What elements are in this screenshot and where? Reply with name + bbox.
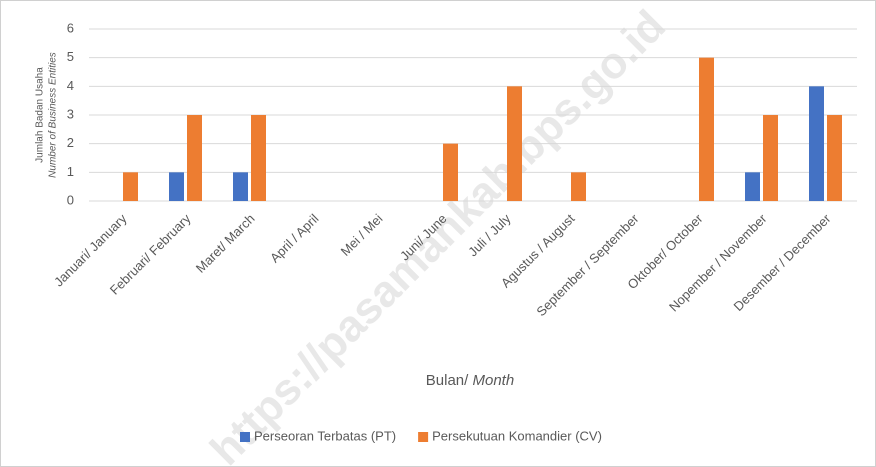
bar bbox=[809, 86, 824, 201]
y-tick-label: 2 bbox=[67, 135, 74, 150]
x-axis-label-part: Month bbox=[473, 372, 515, 389]
bar bbox=[187, 115, 202, 201]
bar bbox=[443, 143, 458, 201]
bar bbox=[507, 86, 522, 201]
legend-swatch bbox=[240, 432, 250, 442]
legend-swatch bbox=[418, 432, 429, 442]
bar bbox=[763, 115, 778, 201]
bar bbox=[169, 172, 184, 201]
y-tick-label: 5 bbox=[67, 49, 74, 64]
bar bbox=[745, 172, 760, 201]
y-tick-label: 3 bbox=[67, 106, 74, 121]
bar bbox=[827, 115, 842, 201]
x-axis-label-part: Bulan/ bbox=[426, 372, 469, 389]
y-tick-label: 1 bbox=[67, 164, 74, 179]
legend-label: Persekutuan Komandier (CV) bbox=[432, 428, 602, 443]
y-tick-label: 4 bbox=[67, 78, 74, 93]
x-axis-label: Bulan/ Month bbox=[426, 372, 514, 389]
y-tick-label: 0 bbox=[67, 192, 74, 207]
y-tick-label: 6 bbox=[67, 20, 74, 35]
bar bbox=[571, 172, 586, 201]
bar bbox=[699, 57, 714, 201]
legend-label: Perseoran Terbatas (PT) bbox=[254, 428, 396, 443]
bar bbox=[251, 115, 266, 201]
y-axis-label: Jumlah Badan Usaha bbox=[35, 67, 46, 163]
bar bbox=[233, 172, 248, 201]
bar bbox=[123, 172, 138, 201]
y-axis-label: Number of Business Entities bbox=[48, 52, 59, 178]
